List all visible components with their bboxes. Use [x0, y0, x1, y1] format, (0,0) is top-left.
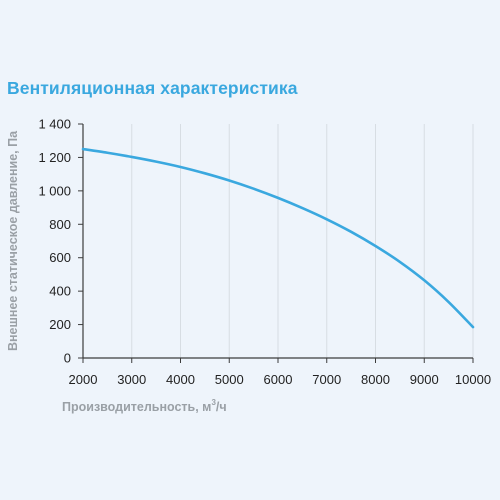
axes	[78, 123, 474, 363]
y-tick-label: 0	[64, 351, 71, 366]
y-tick-label: 1 200	[38, 150, 71, 165]
y-tick-labels: 0 200 400 600 800 1 000 1 200 1 400	[38, 117, 71, 366]
series-line	[81, 147, 475, 329]
y-tick-label: 1 400	[38, 117, 71, 132]
x-axis-label-main: Производительность, м	[62, 400, 212, 415]
x-axis-label-sup: 3	[211, 398, 216, 407]
x-tick-label: 6000	[264, 372, 293, 387]
grid	[131, 124, 474, 358]
x-tick-label: 3000	[117, 372, 146, 387]
y-tick-label: 800	[49, 217, 71, 232]
chart-title: Вентиляционная характеристика	[7, 78, 298, 98]
x-axis-label-tail: /ч	[215, 400, 227, 415]
series-group	[81, 147, 475, 329]
y-tick-label: 1 000	[38, 183, 71, 198]
x-tick-label: 8000	[361, 372, 390, 387]
y-tick-label: 400	[49, 284, 71, 299]
x-tick-label: 2000	[69, 372, 98, 387]
x-tick-label: 9000	[410, 372, 439, 387]
x-tick-label: 10000	[455, 372, 491, 387]
x-tick-labels: 2000 3000 4000 5000 6000 7000 8000 9000 10000	[69, 372, 492, 387]
y-tick-label: 600	[49, 250, 71, 265]
x-axis-label: Производительность, м3/ч	[62, 398, 227, 415]
y-axis-label: Внешнее статическое давление, Па	[6, 130, 20, 351]
y-tick-label: 200	[49, 317, 71, 332]
x-tick-label: 5000	[215, 372, 244, 387]
x-tick-label: 7000	[312, 372, 341, 387]
x-tick-label: 4000	[166, 372, 195, 387]
